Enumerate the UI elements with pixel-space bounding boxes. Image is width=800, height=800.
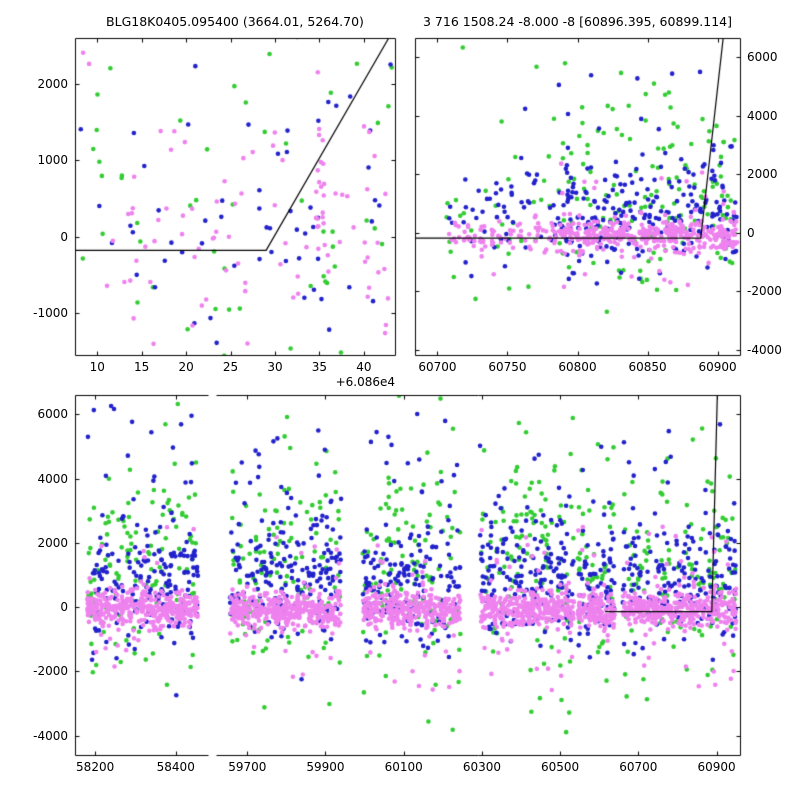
plot-season-title: 3 716 1508.24 -8.000 -8 [60896.395, 6089…: [422, 14, 733, 29]
plot-zoom-title: BLG18K0405.095400 (3664.01, 5264.70): [106, 14, 364, 29]
